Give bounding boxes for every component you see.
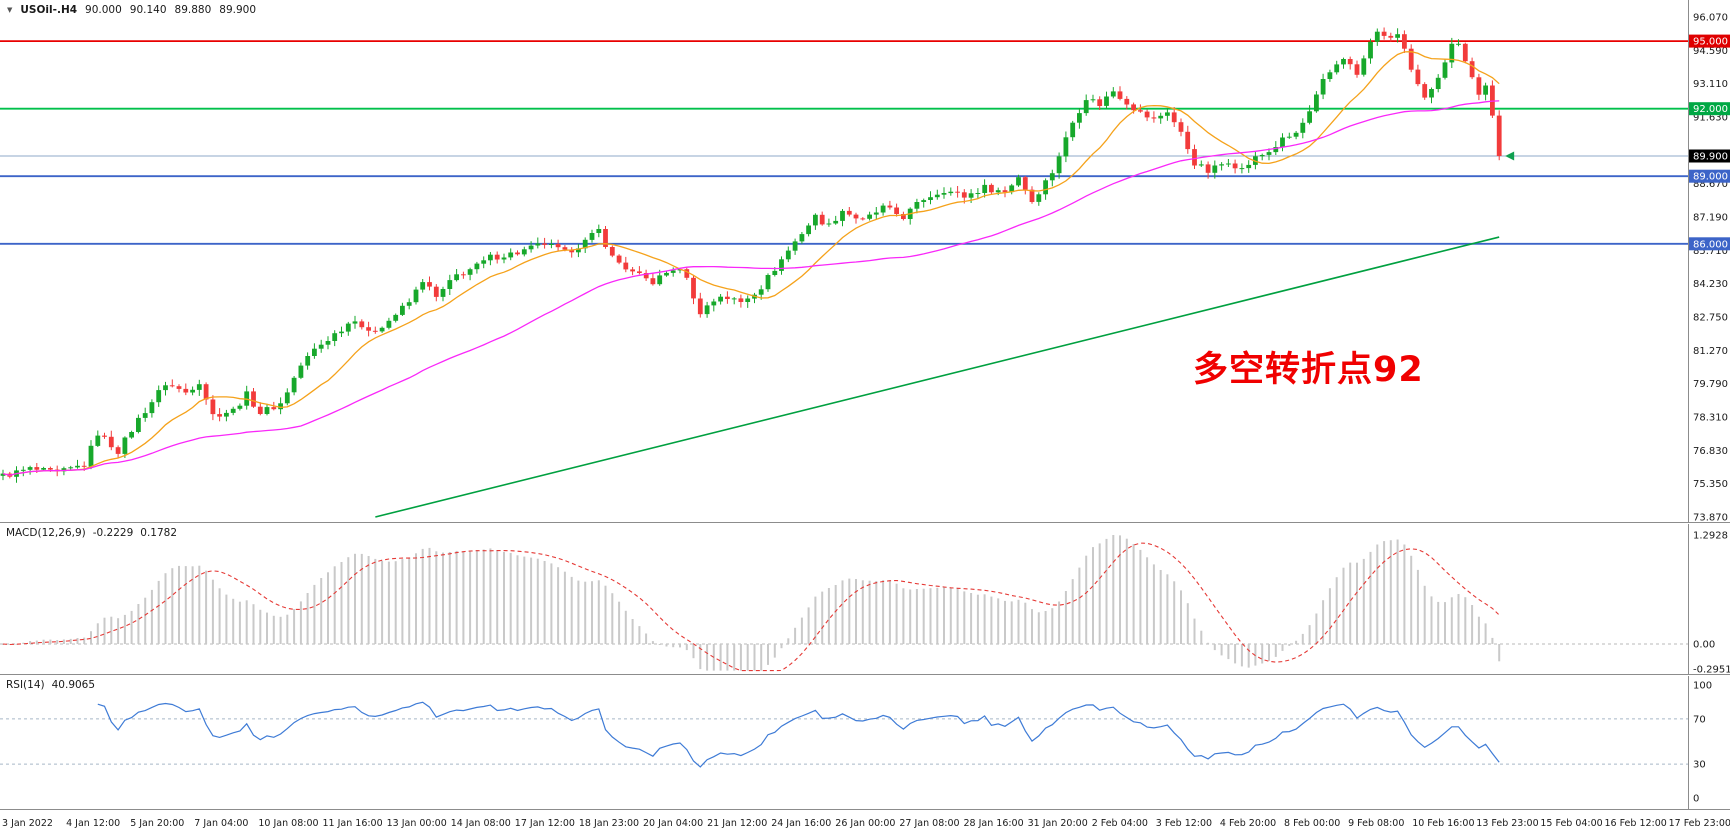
chart-header: ▼ USOil-.H4 90.000 90.140 89.880 89.900 xyxy=(7,4,256,16)
price-tick-label: 87.190 xyxy=(1693,213,1728,224)
time-label: 3 Feb 12:00 xyxy=(1155,818,1213,829)
rsi-line xyxy=(97,701,1500,768)
macd-signal-line xyxy=(2,542,1500,672)
svg-text:89.900: 89.900 xyxy=(1693,152,1728,163)
ohlc-low: 89.880 xyxy=(174,4,212,16)
macd-histogram xyxy=(2,535,1501,671)
svg-text:89.000: 89.000 xyxy=(1693,172,1728,183)
rsi-label: RSI(14) 40.9065 xyxy=(6,679,95,691)
time-label: 3 Jan 2022 xyxy=(2,818,53,829)
time-label: 4 Jan 12:00 xyxy=(66,818,121,829)
hline-price-badge xyxy=(1689,169,1730,183)
price-tick-label: 82.750 xyxy=(1693,313,1728,324)
hline-price-badge xyxy=(1689,102,1730,116)
candles-layer xyxy=(0,27,1502,483)
svg-text:92.000: 92.000 xyxy=(1693,104,1728,115)
rsi-tick-label: 30 xyxy=(1693,760,1706,771)
time-label: 31 Jan 20:00 xyxy=(1027,818,1088,829)
ohlc-high: 90.140 xyxy=(129,4,167,16)
time-label: 2 Feb 04:00 xyxy=(1091,818,1148,829)
price-tick-label: 81.270 xyxy=(1693,346,1728,357)
price-tick-label: 93.110 xyxy=(1693,79,1728,90)
time-label: 15 Feb 04:00 xyxy=(1540,818,1603,829)
main-chart-panel: 96.070 94.590 93.110 91.630 88.670 87.190 85.7… xyxy=(0,0,1730,523)
time-label: 9 Feb 08:00 xyxy=(1348,818,1405,829)
ma-fast-line xyxy=(2,51,1500,476)
macd-chart[interactable]: 1.2928 0.00 -0.2951 xyxy=(0,524,1730,675)
time-label: 13 Feb 23:00 xyxy=(1476,818,1539,829)
rsi-tick-label: 100 xyxy=(1693,681,1712,692)
ma-mid-line xyxy=(2,100,1500,476)
hline-price-badge xyxy=(1689,34,1730,48)
rsi-indicator-name: RSI(14) xyxy=(6,679,45,691)
ma-slow-line xyxy=(375,236,1500,518)
price-tick-label: 96.070 xyxy=(1693,13,1728,24)
time-label: 11 Jan 16:00 xyxy=(322,818,383,829)
macd-tick-label: 0.00 xyxy=(1693,640,1715,651)
time-label: 28 Jan 16:00 xyxy=(963,818,1024,829)
rsi-panel: 100 70 30 0 RSI(14) 40.9065 xyxy=(0,676,1730,810)
hline-price-badge xyxy=(1689,237,1730,251)
time-label: 5 Jan 20:00 xyxy=(130,818,185,829)
price-tick-label: 73.870 xyxy=(1693,513,1728,524)
macd-main-value: -0.2229 xyxy=(92,527,134,539)
time-label: 24 Jan 16:00 xyxy=(771,818,832,829)
time-label: 26 Jan 00:00 xyxy=(835,818,896,829)
time-label: 14 Jan 08:00 xyxy=(450,818,511,829)
price-tick-label: 78.310 xyxy=(1693,413,1728,424)
time-label: 20 Jan 04:00 xyxy=(643,818,704,829)
time-label: 10 Jan 08:00 xyxy=(258,818,319,829)
macd-indicator-name: MACD(12,26,9) xyxy=(6,527,86,539)
current-price-arrow-icon xyxy=(1505,151,1515,161)
ohlc-open: 90.000 xyxy=(85,4,122,16)
price-tick-label: 75.350 xyxy=(1693,479,1728,490)
rsi-value: 40.9065 xyxy=(51,679,96,691)
current-price-badge xyxy=(1689,149,1730,163)
time-label: 4 Feb 20:00 xyxy=(1219,818,1277,829)
time-axis: 3 Jan 2022 4 Jan 12:00 5 Jan 20:00 7 Jan 04… xyxy=(0,811,1730,840)
price-tick-label: 85.710 xyxy=(1693,246,1728,257)
ohlc-close: 89.900 xyxy=(219,4,257,16)
macd-tick-label: -0.2951 xyxy=(1693,664,1730,675)
price-tick-label: 84.230 xyxy=(1693,279,1728,290)
symbol-label: USOil-.H4 xyxy=(20,4,78,16)
macd-signal-value: 0.1782 xyxy=(140,527,178,539)
svg-text:95.000: 95.000 xyxy=(1693,37,1728,48)
rsi-tick-label: 0 xyxy=(1693,794,1699,805)
price-tick-label: 79.790 xyxy=(1693,379,1728,390)
macd-label: MACD(12,26,9) -0.2229 0.1782 xyxy=(6,527,177,539)
time-label: 18 Jan 23:00 xyxy=(578,818,640,829)
time-label: 17 Feb 23:00 xyxy=(1668,818,1730,829)
time-label: 8 Feb 00:00 xyxy=(1284,818,1341,829)
time-label: 21 Jan 12:00 xyxy=(707,818,768,829)
candlestick-chart[interactable]: 96.070 94.590 93.110 91.630 88.670 87.190 85.7… xyxy=(0,0,1730,523)
svg-text:86.000: 86.000 xyxy=(1693,239,1728,250)
time-label: 16 Feb 12:00 xyxy=(1604,818,1667,829)
time-label: 13 Jan 00:00 xyxy=(386,818,447,829)
macd-panel: 1.2928 0.00 -0.2951 MACD(12,26,9) -0.2229 … xyxy=(0,524,1730,675)
time-label: 10 Feb 16:00 xyxy=(1412,818,1475,829)
price-tick-label: 91.630 xyxy=(1693,113,1728,124)
time-label: 27 Jan 08:00 xyxy=(899,818,960,829)
macd-tick-label: 1.2928 xyxy=(1693,531,1728,542)
time-label: 7 Jan 04:00 xyxy=(194,818,249,829)
rsi-chart[interactable]: 100 70 30 0 xyxy=(0,676,1730,810)
symbol-dropdown-icon[interactable]: ▼ xyxy=(7,6,13,14)
price-tick-label: 94.590 xyxy=(1693,46,1728,57)
price-tick-label: 88.670 xyxy=(1693,179,1728,190)
price-tick-label: 76.830 xyxy=(1693,446,1728,457)
time-label: 17 Jan 12:00 xyxy=(514,818,575,829)
rsi-tick-label: 70 xyxy=(1693,714,1706,725)
chart-annotation[interactable]: 多空转折点92 xyxy=(1193,350,1424,390)
